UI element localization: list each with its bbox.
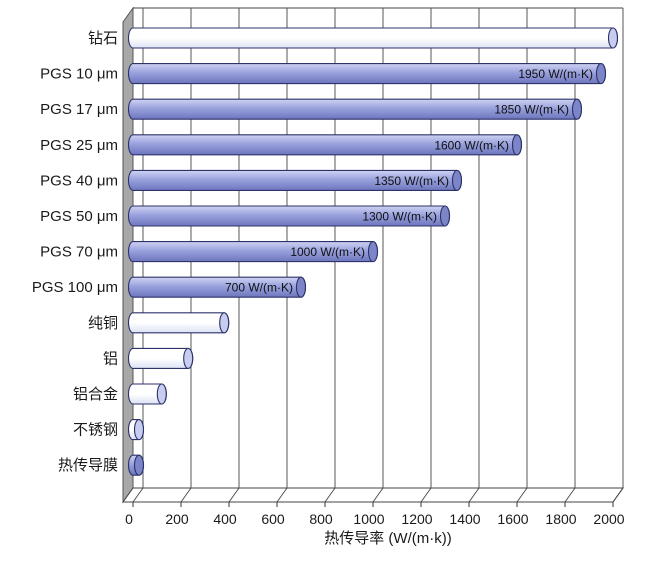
bar-value-label: 1300 W/(m·K) xyxy=(362,210,437,224)
floor-gridline xyxy=(420,487,432,503)
category-label: 不锈钢 xyxy=(73,422,118,439)
category-label: 热传导膜 xyxy=(58,457,118,474)
bar-end-cap xyxy=(219,312,230,334)
floor-gridline xyxy=(180,487,192,503)
category-label: 纯铜 xyxy=(88,315,118,332)
floor-gridline xyxy=(516,487,528,503)
bar-end-cap xyxy=(367,241,379,263)
floor-gridline xyxy=(564,487,576,503)
floor-gridline xyxy=(324,487,336,503)
floor-gridline xyxy=(468,487,480,503)
bar-end-cap xyxy=(595,63,607,85)
bar xyxy=(127,312,230,334)
floor-gridline xyxy=(228,487,240,503)
category-label: PGS 17 μm xyxy=(40,101,118,118)
category-label: 钻石 xyxy=(88,30,118,47)
floor-gridline xyxy=(372,487,384,503)
bar-end-cap xyxy=(511,134,523,156)
bar xyxy=(127,27,619,49)
bar-end-cap xyxy=(295,276,307,298)
bar-value-label: 700 W/(m·K) xyxy=(225,281,293,295)
category-label: PGS 40 μm xyxy=(40,172,118,189)
bar-value-label: 1000 W/(m·K) xyxy=(290,245,365,259)
floor-gridline xyxy=(612,487,624,503)
chart-floor xyxy=(122,487,624,503)
chart-gridlines xyxy=(132,7,624,507)
chart-frame xyxy=(122,6,624,504)
chart-bars xyxy=(127,27,619,476)
x-tick-label: 400 xyxy=(213,511,237,527)
category-label: PGS 25 μm xyxy=(40,137,118,154)
x-tick-label: 2000 xyxy=(593,511,624,527)
x-tick-label: 1800 xyxy=(545,511,576,527)
x-tick-label: 1400 xyxy=(449,511,480,527)
bar-value-label: 1350 W/(m·K) xyxy=(374,174,449,188)
floor-gridline xyxy=(276,487,288,503)
bar-value-label: 1600 W/(m·K) xyxy=(434,138,509,152)
bar-end-cap xyxy=(571,98,583,120)
bar-value-label: 1850 W/(m·K) xyxy=(494,103,569,117)
bar-end-cap xyxy=(439,205,451,227)
category-label: PGS 10 μm xyxy=(40,66,118,83)
category-label: 铝 xyxy=(103,350,118,367)
bar xyxy=(127,347,194,369)
bar-end-cap xyxy=(133,454,145,476)
floor-gridline xyxy=(132,487,144,503)
x-tick-label: 200 xyxy=(165,511,189,527)
x-tick-label: 1200 xyxy=(401,511,432,527)
category-label: PGS 100 μm xyxy=(32,279,118,296)
category-label: 铝合金 xyxy=(73,386,118,403)
x-tick-label: 600 xyxy=(261,511,285,527)
x-axis-title: 热传导率 (W/(m·k)) xyxy=(324,530,451,547)
x-tick-label: 0 xyxy=(125,511,133,527)
chart-labels: 0 200 400 600 800 1000 1200 1400 1600 1800 2000 钻石 P… xyxy=(32,30,625,527)
bar-end-cap xyxy=(183,347,194,369)
bar-end-cap xyxy=(133,419,145,441)
category-label: PGS 50 μm xyxy=(40,208,118,225)
x-tick-label: 800 xyxy=(309,511,333,527)
bar-value-label: 1950 W/(m·K) xyxy=(518,67,593,81)
bar-end-cap xyxy=(607,27,619,49)
bar-end-cap xyxy=(451,169,463,191)
x-tick-label: 1000 xyxy=(353,511,384,527)
bar-end-cap xyxy=(156,383,167,405)
category-label: PGS 70 μm xyxy=(40,244,118,261)
x-tick-label: 1600 xyxy=(497,511,528,527)
